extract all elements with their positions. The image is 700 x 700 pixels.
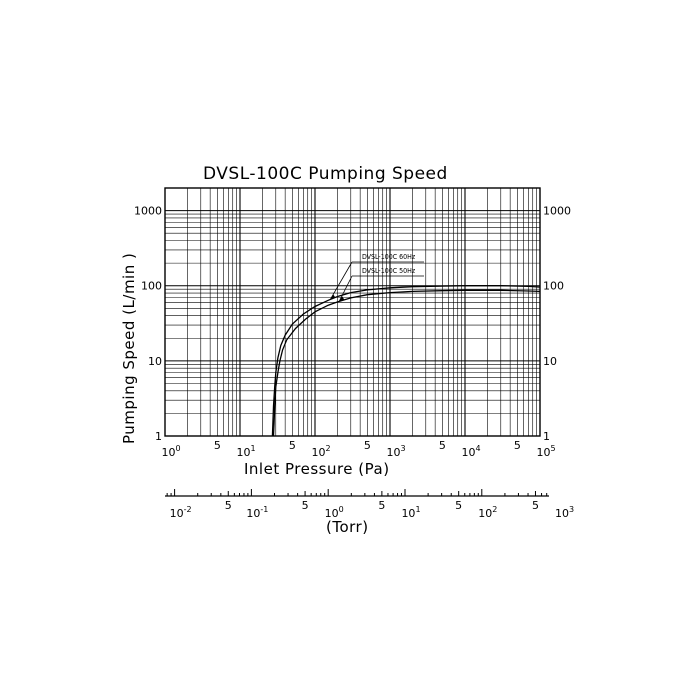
torr-tick-label-base: 10 xyxy=(478,507,492,520)
x-axis-title: Inlet Pressure (Pa) xyxy=(244,460,390,478)
torr-tick-label-base: 10 xyxy=(325,507,339,520)
y-tick-label-left: 1 xyxy=(155,430,162,443)
series-label-50hz: DVSL-100C 50Hz xyxy=(362,267,416,275)
leader-line-50hz xyxy=(338,275,353,302)
torr-tick-label: 100 xyxy=(325,505,344,520)
plot-frame xyxy=(164,187,541,437)
series-label-60hz: DVSL-100C 60Hz xyxy=(362,253,416,261)
torr-minor-tick-label: 5 xyxy=(532,499,539,512)
x-tick-label-exponent: 3 xyxy=(400,444,405,453)
torr-tick-label-exponent: 3 xyxy=(569,505,574,514)
chart-title: DVSL-100C Pumping Speed xyxy=(203,164,448,184)
torr-tick-label: 101 xyxy=(401,505,420,520)
series-line-50hz xyxy=(272,289,541,437)
x-minor-tick-label: 5 xyxy=(439,439,446,452)
y-axis-title: Pumping Speed (L/min ) xyxy=(120,253,138,444)
x-tick-label-base: 10 xyxy=(536,446,550,459)
torr-tick-label: 102 xyxy=(478,505,497,520)
torr-tick-label-exponent: -2 xyxy=(184,505,192,514)
x-minor-tick-label: 5 xyxy=(214,439,221,452)
torr-tick-label: 103 xyxy=(555,505,574,520)
x-minor-tick-label: 5 xyxy=(514,439,521,452)
y-tick-label-left: 1000 xyxy=(134,205,162,218)
torr-minor-tick-label: 5 xyxy=(455,499,462,512)
y-tick-label-left: 100 xyxy=(141,280,162,293)
x-tick-label: 102 xyxy=(311,444,330,459)
torr-tick-label-exponent: 2 xyxy=(492,505,497,514)
x-tick-label-exponent: 1 xyxy=(250,444,255,453)
x-tick-label: 105 xyxy=(536,444,555,459)
x-tick-label-exponent: 4 xyxy=(475,444,480,453)
x-tick-label-base: 10 xyxy=(386,446,400,459)
torr-tick-label-base: 10 xyxy=(401,507,415,520)
torr-axis-title: (Torr) xyxy=(326,518,369,536)
x-tick-label-base: 10 xyxy=(236,446,250,459)
x-tick-label-exponent: 0 xyxy=(175,444,180,453)
leader-arrow-60hz xyxy=(330,294,336,300)
leader-line-60hz xyxy=(329,261,353,300)
y-tick-label-right: 10 xyxy=(543,355,557,368)
x-tick-label-base: 10 xyxy=(161,446,175,459)
torr-minor-tick-label: 5 xyxy=(225,499,232,512)
torr-tick-label: 10-1 xyxy=(246,505,268,520)
torr-minor-tick-label: 5 xyxy=(302,499,309,512)
torr-tick-label-base: 10 xyxy=(555,507,569,520)
leader-arrow-50hz xyxy=(339,296,345,302)
y-tick-labels: 1 1 10 10 100 100 1000 1000 xyxy=(134,205,571,443)
x-tick-label-base: 10 xyxy=(461,446,475,459)
x-tick-label-exponent: 2 xyxy=(325,444,330,453)
curves xyxy=(271,285,541,437)
torr-tick-label-exponent: 0 xyxy=(339,505,344,514)
torr-tick-label: 10-2 xyxy=(170,505,192,520)
annotations: DVSL-100C 60Hz DVSL-100C 50Hz xyxy=(329,253,424,302)
x-tick-label: 103 xyxy=(386,444,405,459)
torr-tick-label-base: 10 xyxy=(246,507,260,520)
x-minor-tick-label: 5 xyxy=(289,439,296,452)
torr-tick-label-base: 10 xyxy=(170,507,184,520)
y-tick-label-left: 10 xyxy=(148,355,162,368)
y-tick-label-right: 1000 xyxy=(543,205,571,218)
torr-tick-label-exponent: -1 xyxy=(260,505,268,514)
x-tick-label-base: 10 xyxy=(311,446,325,459)
y-tick-label-right: 100 xyxy=(543,280,564,293)
y-tick-label-right: 1 xyxy=(543,430,550,443)
series-line-60hz xyxy=(271,285,541,437)
x-minor-tick-label: 5 xyxy=(364,439,371,452)
grid xyxy=(165,188,540,436)
torr-minor-tick-label: 5 xyxy=(378,499,385,512)
x-tick-label-exponent: 5 xyxy=(550,444,555,453)
x-tick-label: 104 xyxy=(461,444,480,459)
x-tick-label: 101 xyxy=(236,444,255,459)
torr-tick-label-exponent: 1 xyxy=(415,505,420,514)
x-tick-label: 100 xyxy=(161,444,180,459)
